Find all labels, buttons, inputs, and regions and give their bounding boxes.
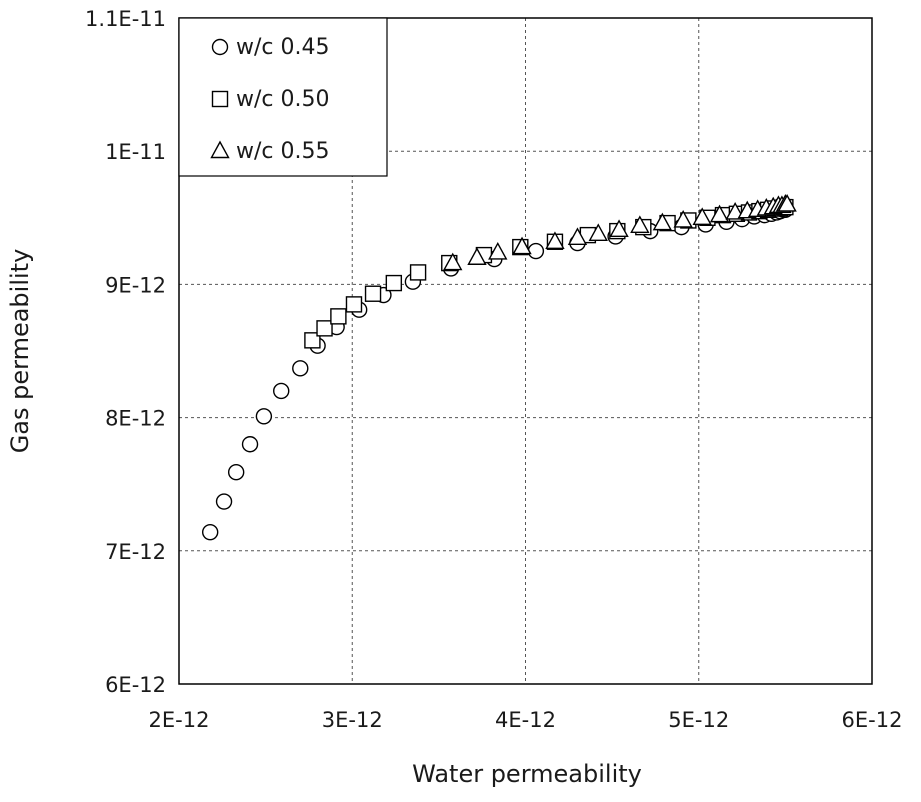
legend-circle-marker	[211, 38, 229, 56]
legend-square-marker	[211, 90, 229, 108]
y-axis-title: Gas permeability	[6, 249, 34, 454]
triangle-point	[567, 227, 588, 245]
square-point	[304, 332, 321, 349]
y-tick-label: 6E-12	[105, 673, 166, 697]
circle-point	[255, 408, 273, 425]
series-triangle	[443, 194, 797, 271]
triangle-point	[588, 223, 608, 241]
y-tick-label: 9E-12	[105, 273, 166, 297]
plot-frame	[178, 17, 873, 685]
y-tick-label: 8E-12	[105, 407, 166, 431]
x-axis-title: Water permeability	[412, 760, 642, 788]
y-tick-label: 1.1E-11	[85, 7, 166, 31]
legend-label-wc-050: w/c 0.50	[236, 87, 329, 112]
tick-labels: 2E-12 3E-12 4E-12 5E-12 6E-12 6E-12 7E-12 8E-12…	[85, 7, 902, 732]
x-tick-label: 4E-12	[495, 708, 556, 732]
square-point	[364, 285, 382, 302]
legend-triangle-marker	[210, 140, 230, 159]
triangle-point	[692, 207, 712, 226]
triangle-point	[630, 215, 650, 233]
x-tick-label: 3E-12	[322, 708, 383, 732]
triangle-point	[673, 210, 693, 228]
circle-point	[273, 382, 290, 400]
legend-label-wc-045: w/c 0.45	[236, 35, 329, 60]
circle-point	[292, 360, 309, 377]
legend-label-wc-055: w/c 0.55	[236, 139, 329, 164]
square-point	[316, 320, 333, 337]
triangle-point	[467, 247, 487, 265]
x-tick-label: 2E-12	[149, 708, 210, 732]
circle-point	[215, 493, 233, 510]
legend: w/c 0.45 w/c 0.50 w/c 0.55	[178, 17, 388, 177]
circle-point	[241, 436, 259, 453]
triangle-point	[488, 241, 508, 260]
x-tick-label: 6E-12	[842, 708, 903, 732]
square-point	[409, 264, 427, 281]
square-point	[330, 308, 347, 325]
data-markers	[201, 194, 797, 541]
triangle-point	[709, 204, 730, 223]
y-tick-label: 7E-12	[105, 540, 166, 564]
triangle-point	[652, 212, 673, 231]
circle-point	[201, 523, 219, 541]
circle-point	[227, 464, 245, 481]
legend-markers	[210, 38, 230, 159]
y-tick-label: 1E-11	[105, 140, 166, 164]
square-point	[345, 296, 363, 313]
x-tick-label: 5E-12	[668, 708, 729, 732]
triangle-point	[609, 219, 629, 237]
square-point	[385, 274, 403, 292]
circle-point	[527, 242, 545, 260]
triangle-point	[777, 194, 797, 212]
triangle-point	[545, 231, 565, 249]
triangle-point	[512, 236, 532, 255]
triangle-point	[443, 252, 463, 271]
